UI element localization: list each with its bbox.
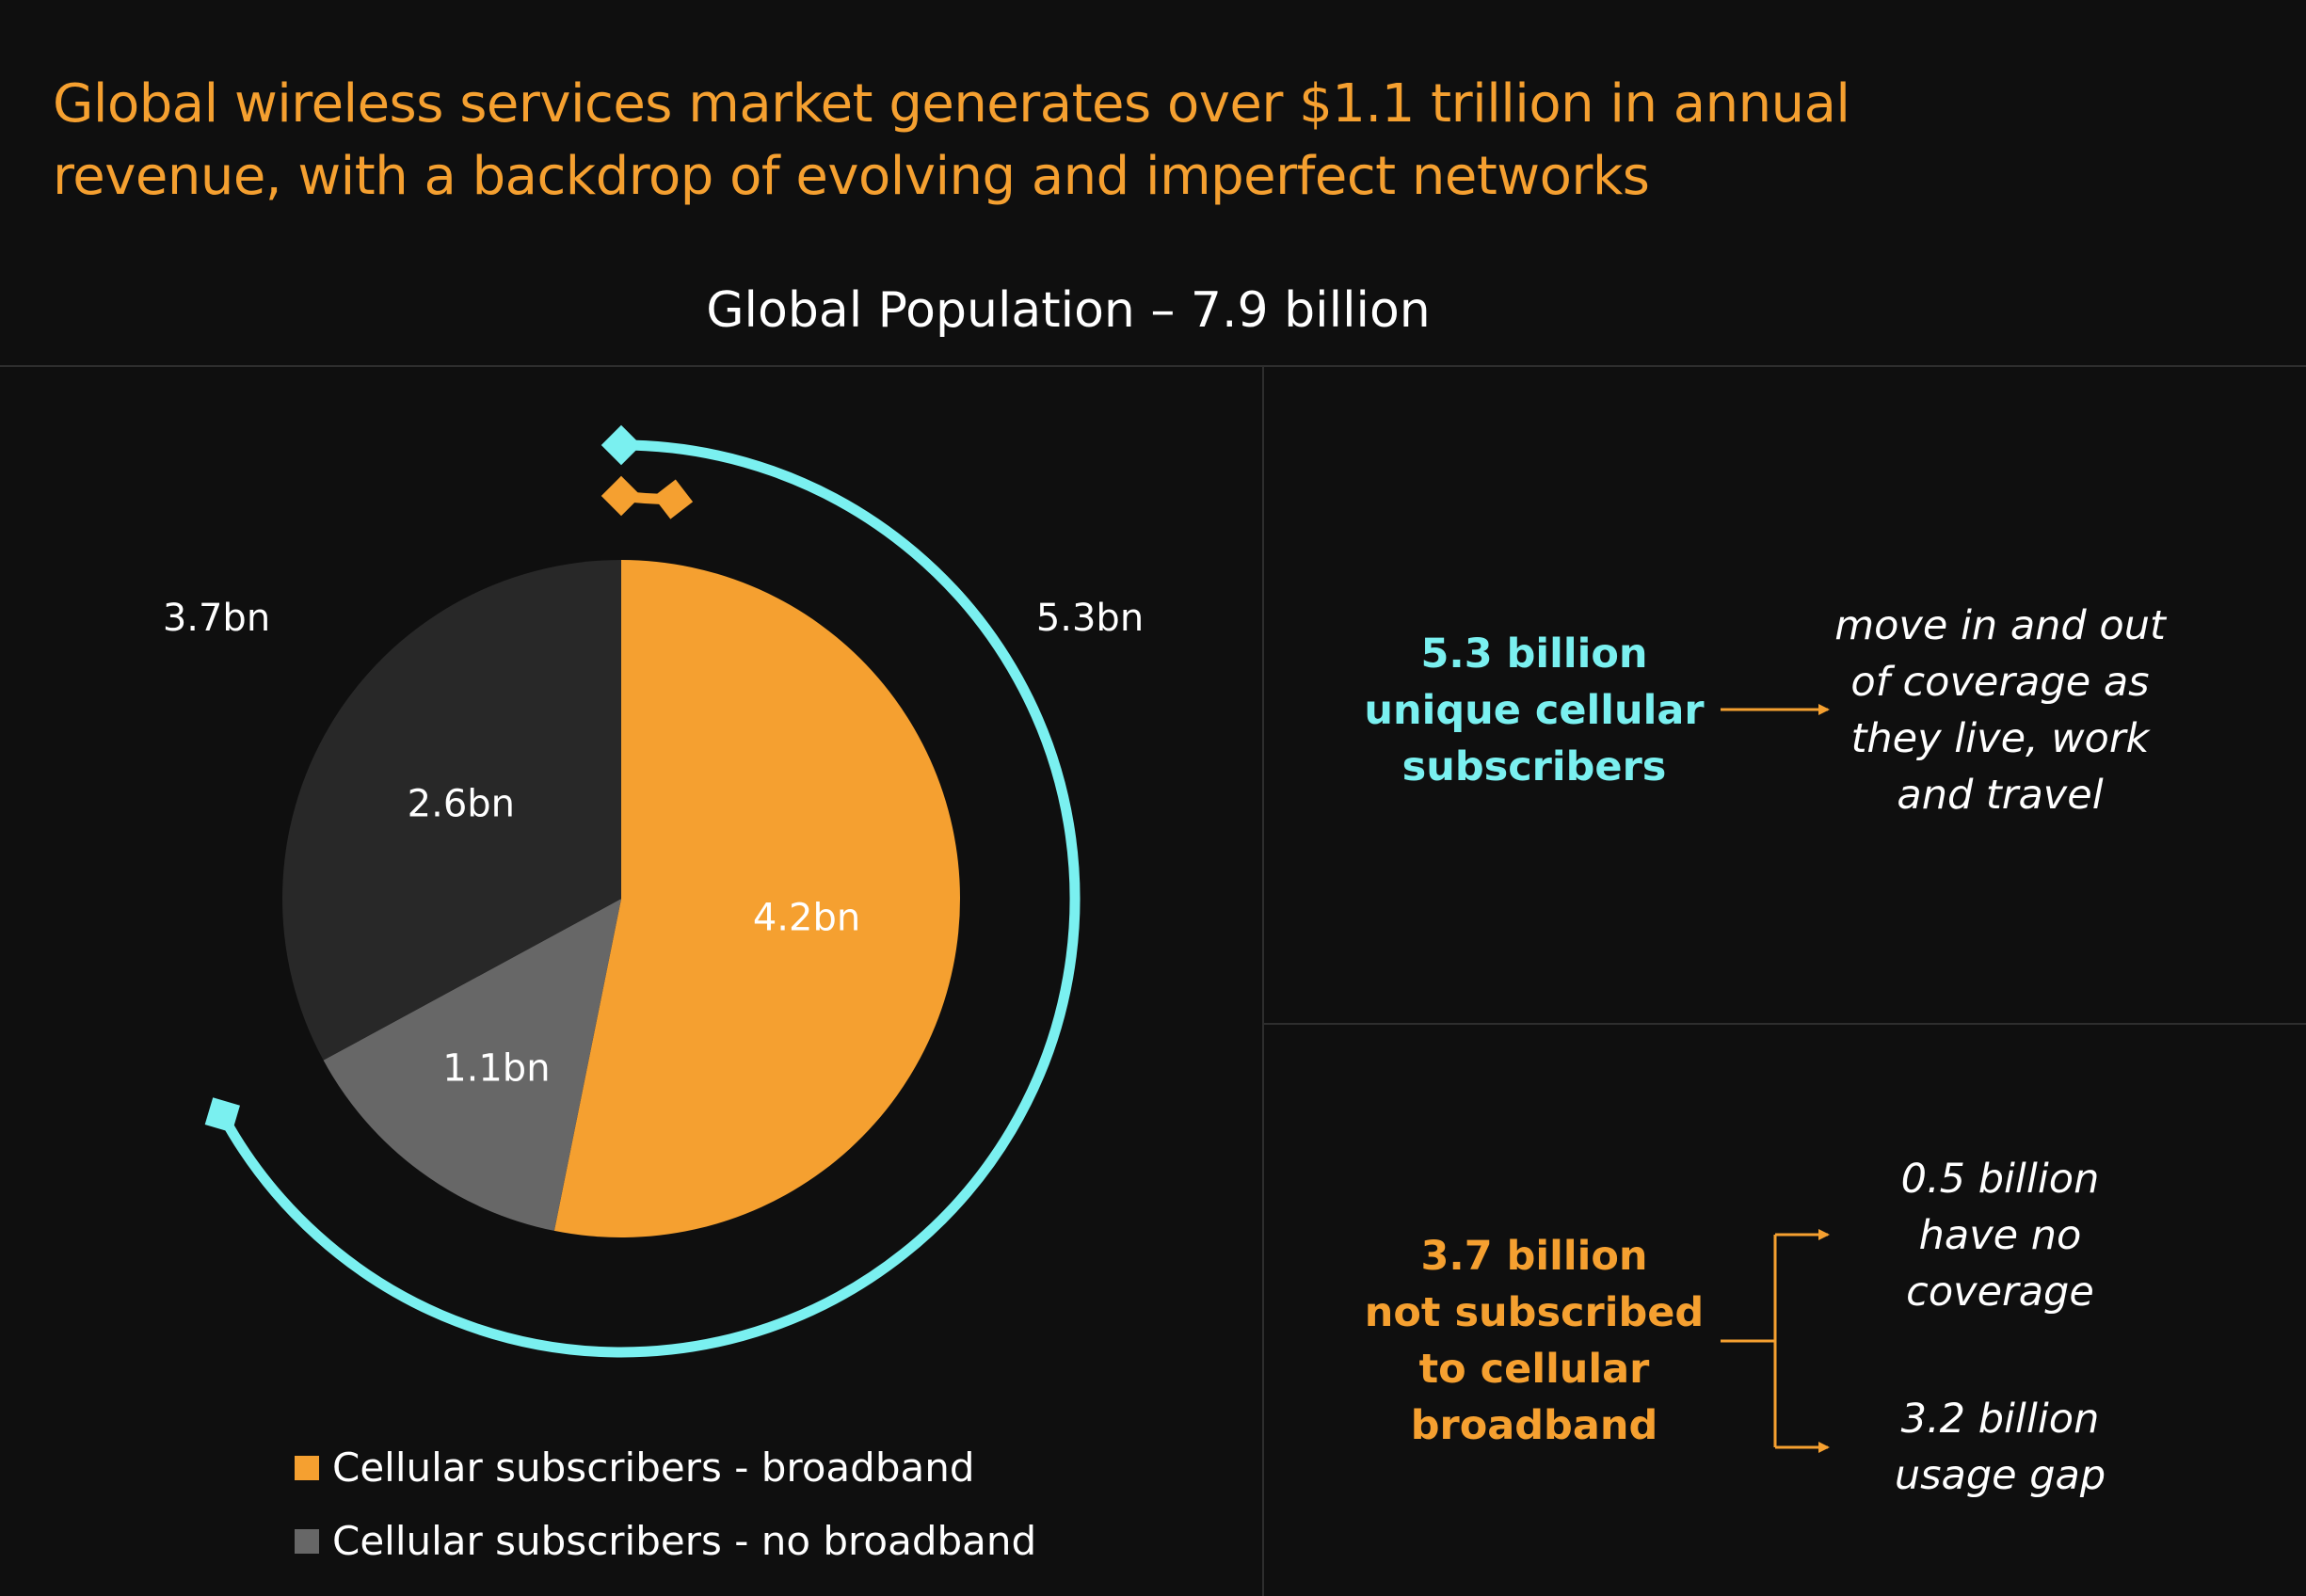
pie-slice-label: 4.2bn — [753, 897, 860, 940]
pie-chart — [282, 560, 960, 1237]
pie-slice-1.1bn — [323, 899, 621, 1231]
ring-arc-label: 5.3bn — [1036, 597, 1144, 640]
callout-not-subscribed: 3.7 billion not subscribed to cellular b… — [1364, 1233, 1705, 1449]
divider-middle — [1264, 1023, 2306, 1025]
pie-slice-label: 1.1bn — [442, 1047, 550, 1091]
divider-vertical — [1262, 367, 1264, 1596]
legend-item-no-broadband: Cellular subscribers - no broadband — [295, 1518, 1036, 1564]
arc-endpoint-marker — [601, 424, 642, 466]
bracket-arrows — [1721, 1229, 1830, 1453]
pie-slice-label: 2.6bn — [408, 783, 515, 826]
pie-slice-2.6bn — [282, 560, 621, 1061]
page-title: Global wireless services market generate… — [53, 73, 1850, 207]
callout-no-coverage: 0.5 billion have no coverage — [1900, 1156, 2100, 1316]
legend-label-broadband: Cellular subscribers - broadband — [332, 1444, 975, 1491]
callout-coverage-note: move in and out of coverage as they live… — [1834, 602, 2166, 819]
legend-swatch-broadband — [295, 1455, 319, 1480]
pie-slice-4.2bn — [553, 560, 960, 1237]
arc-endpoint-marker — [601, 475, 642, 517]
callout-usage-gap: 3.2 billion usage gap — [1894, 1396, 2106, 1499]
legend-label-no-broadband: Cellular subscribers - no broadband — [332, 1518, 1037, 1564]
ring-arc-5.3bn — [217, 439, 1081, 1358]
divider-top — [0, 365, 2306, 367]
arc-endpoint-marker — [653, 479, 694, 519]
callout-unique-subscribers: 5.3 billion unique cellular subscribers — [1364, 630, 1705, 790]
legend-item-broadband: Cellular subscribers - broadband — [295, 1444, 975, 1491]
arc-endpoint-marker — [204, 1097, 240, 1133]
chart-title: Global Population – 7.9 billion — [706, 282, 1431, 339]
ring-arc-label: 3.7bn — [163, 597, 270, 640]
legend-swatch-no-broadband — [295, 1528, 319, 1554]
